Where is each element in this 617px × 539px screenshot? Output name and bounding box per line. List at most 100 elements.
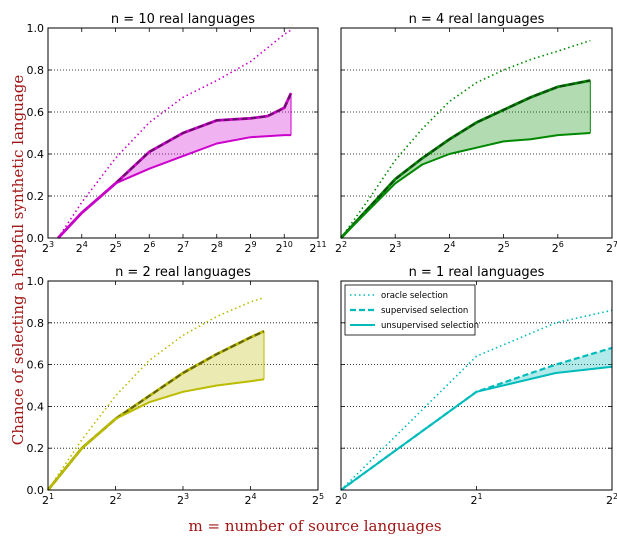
x-tick-label: 23 [177, 492, 189, 507]
data-point [394, 178, 396, 180]
y-tick-label: 0.0 [27, 232, 45, 245]
x-tick-label: 27 [606, 240, 617, 255]
series-line-unsupervised [340, 365, 613, 491]
data-point [367, 199, 369, 201]
series-line-under [57, 92, 293, 239]
y-tick-label: 1.0 [27, 22, 45, 35]
data-point [475, 121, 477, 123]
y-tick-label: 0.8 [27, 64, 45, 77]
data-point [216, 119, 218, 121]
x-tick-label: 26 [143, 240, 155, 255]
x-tick-label: 23 [389, 240, 401, 255]
data-point [249, 60, 251, 62]
legend-label-unsupervised: unsupervised selection [381, 321, 479, 331]
x-tick-label: 20 [335, 492, 347, 507]
chart-panel: 0.0 0.2 0.4 0.6 0.8 1.0 21 22 23 24 25 n = 2 real l… [27, 265, 325, 507]
data-point [148, 151, 150, 153]
gap-area [341, 347, 612, 490]
data-point [421, 157, 423, 159]
data-point [283, 107, 285, 109]
data-point [448, 153, 450, 155]
data-point [263, 378, 265, 380]
x-tick-label: 21 [42, 492, 54, 507]
x-tick-label: 25 [312, 492, 324, 507]
legend: oracle selection supervised selection unsu… [344, 284, 479, 336]
data-point [114, 182, 116, 184]
data-point [502, 140, 504, 142]
data-point [421, 163, 423, 165]
series-line-unsupervised [57, 134, 291, 239]
y-tick-label: 1.0 [27, 275, 45, 288]
data-point [216, 79, 218, 81]
gap-area [341, 80, 591, 238]
data-point [555, 363, 557, 365]
data-point [475, 355, 477, 357]
series-line-oracle [340, 309, 613, 491]
data-point [290, 92, 292, 94]
y-axis-label: Chance of selecting a helpful synthetic … [9, 75, 27, 446]
data-point [249, 336, 251, 338]
data-point [182, 96, 184, 98]
data-point [421, 128, 423, 130]
chart-panel: 0.0 0.2 0.4 0.6 0.8 1.0 23 24 25 26 27 28 29 210 211 n … [27, 12, 327, 255]
chart-panel: 20 21 22 n = 1 real languages oracle selecti… [335, 265, 617, 507]
chart-title: n = 4 real languages [409, 12, 545, 27]
series-line-supervised [340, 79, 591, 239]
data-point [182, 334, 184, 336]
x-tick-label: 25 [109, 240, 121, 255]
series-line-unsupervised [340, 132, 591, 239]
plot-frame [340, 280, 613, 491]
y-tick-label: 0.0 [27, 484, 45, 497]
data-point [530, 96, 532, 98]
data-point [589, 79, 591, 81]
x-tick-label: 24 [76, 240, 88, 255]
data-point [530, 58, 532, 60]
x-tick-label: 211 [309, 240, 326, 255]
data-point [555, 322, 557, 324]
chart-title: n = 1 real languages [409, 265, 545, 280]
y-tick-label: 0.4 [27, 148, 45, 161]
data-point [148, 401, 150, 403]
data-point [475, 81, 477, 83]
data-point [283, 134, 285, 136]
plot-frame [47, 280, 319, 491]
data-point [557, 134, 559, 136]
x-tick-label: 25 [498, 240, 510, 255]
data-point [216, 142, 218, 144]
data-point [448, 100, 450, 102]
data-point [81, 439, 83, 441]
data-point [290, 134, 292, 136]
y-tick-label: 0.6 [27, 106, 45, 119]
data-point [148, 359, 150, 361]
data-point [148, 121, 150, 123]
chart-title: n = 10 real languages [111, 12, 255, 27]
data-point [557, 50, 559, 52]
data-point [148, 395, 150, 397]
x-tick-label: 22 [109, 492, 121, 507]
plot-frame [47, 27, 319, 239]
data-point [530, 138, 532, 140]
data-point [182, 155, 184, 157]
data-point [182, 372, 184, 374]
legend-label-supervised: supervised selection [381, 306, 468, 316]
x-tick-label: 24 [244, 492, 256, 507]
data-point [555, 372, 557, 374]
x-tick-label: 21 [470, 492, 482, 507]
data-point [216, 353, 218, 355]
data-point [249, 301, 251, 303]
data-point [589, 39, 591, 41]
data-point [81, 201, 83, 203]
x-tick-label: 27 [177, 240, 189, 255]
data-point [249, 380, 251, 382]
x-tick-label: 22 [606, 492, 617, 507]
plot-frame [340, 27, 613, 239]
data-point [557, 86, 559, 88]
gap-area [58, 93, 291, 238]
y-tick-label: 0.8 [27, 317, 45, 330]
data-point [475, 147, 477, 149]
y-tick-label: 0.6 [27, 359, 45, 372]
panels: 0.0 0.2 0.4 0.6 0.8 1.0 23 24 25 26 27 28 29 210 211 n … [27, 12, 617, 507]
legend-box [344, 284, 476, 336]
data-point [148, 168, 150, 170]
